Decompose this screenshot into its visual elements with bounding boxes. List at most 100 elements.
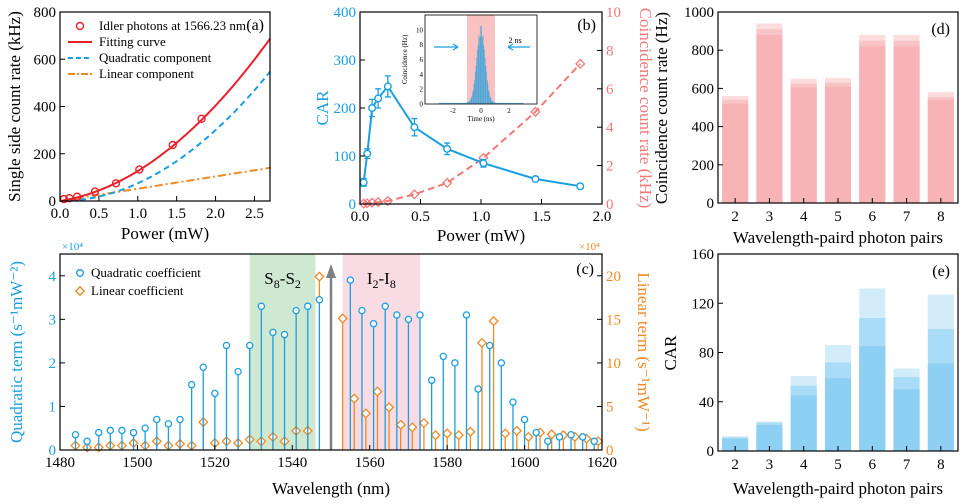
histogram-bin	[449, 102, 450, 104]
histogram-bin	[490, 97, 492, 104]
histogram-bin	[481, 26, 482, 104]
legend-marker	[75, 269, 84, 278]
histogram-bin	[469, 100, 471, 104]
x-tick-label: 6	[869, 209, 877, 225]
histogram-bin	[522, 102, 524, 104]
x-tick-label: 0.5	[90, 206, 109, 222]
histogram-bin	[460, 102, 461, 104]
car-data-point	[479, 159, 488, 168]
quadratic-marker	[245, 341, 254, 350]
quadratic-marker	[485, 341, 494, 350]
quadratic-marker	[393, 311, 401, 319]
y-tick-label: 0	[49, 443, 57, 459]
histogram-bin	[461, 102, 463, 104]
y2-tick-label: 0	[606, 197, 614, 213]
x-tick-label: 7	[903, 457, 911, 473]
histogram-bin	[474, 79, 475, 104]
histogram-bin	[470, 97, 472, 104]
histogram-bin	[447, 102, 448, 104]
x-tick-label: 2.0	[206, 206, 225, 222]
quadratic-marker	[427, 376, 436, 385]
histogram-bin	[451, 102, 453, 104]
idler-data-point	[197, 114, 206, 123]
quadratic-marker	[199, 363, 207, 371]
quadratic-marker	[520, 415, 529, 424]
y-tick-label: 40	[699, 395, 714, 411]
x-tick-label: 2.5	[245, 206, 264, 222]
histogram-bin	[512, 102, 514, 104]
x-tick-label: 1620	[587, 455, 617, 471]
x-tick-label: 5	[834, 457, 842, 473]
quadratic-marker	[234, 367, 242, 376]
band-label-dash: -	[280, 269, 286, 288]
y-tick-label: 0	[707, 444, 715, 460]
histogram-bin	[448, 102, 450, 104]
bar	[859, 46, 886, 203]
quadratic-marker	[416, 311, 424, 319]
histogram-bin	[511, 102, 513, 104]
histogram-bin	[496, 102, 498, 104]
legend-entry: Linear component	[99, 66, 194, 81]
bar	[893, 46, 920, 203]
histogram-bin	[450, 102, 452, 104]
car-data-point	[410, 123, 419, 132]
fitting-curve-line	[59, 38, 271, 202]
histogram-bin	[491, 99, 492, 104]
histogram-bin	[454, 102, 456, 104]
x-tick-label: 2	[731, 209, 739, 225]
histogram-bin	[477, 49, 478, 104]
histogram-bin	[502, 102, 503, 104]
bar	[790, 395, 817, 451]
histogram-bin	[494, 102, 496, 104]
histogram-bin	[477, 45, 479, 104]
quadratic-marker	[222, 341, 231, 350]
histogram-bin	[480, 36, 482, 104]
inset-x-tick-label: 2	[507, 107, 511, 115]
histogram-bin	[521, 102, 523, 104]
y-tick-label: 1	[49, 399, 57, 415]
x-tick-label: 8	[937, 209, 945, 225]
panel-a: 0.0 0.5 1.0 1.5 2.0 2.5 0 200 400 600 800 Power (mW…	[5, 5, 271, 243]
bar	[722, 103, 749, 203]
inset-y-tick-label: 4	[420, 71, 424, 79]
quadratic-marker	[176, 415, 184, 424]
quadratic-marker	[141, 424, 149, 432]
x-tick-label: 1.0	[472, 209, 491, 225]
x-tick-label: 1520	[200, 455, 230, 471]
quadratic-marker	[280, 330, 289, 339]
x-tick-label: 3	[766, 457, 774, 473]
bar	[859, 346, 886, 451]
bar	[824, 86, 852, 203]
histogram-bin	[438, 102, 440, 104]
linear-marker	[395, 419, 406, 430]
bar	[790, 87, 817, 203]
histogram-bin	[521, 102, 522, 104]
histogram-bin	[479, 37, 480, 104]
histogram-bin	[449, 102, 451, 104]
x-tick-label: 2.0	[593, 209, 612, 225]
legend-entry: Linear coefficient	[91, 283, 184, 298]
quadratic-marker	[315, 295, 324, 304]
x-tick-label: 1.5	[167, 206, 186, 222]
legend-marker	[75, 21, 85, 31]
histogram-bin	[503, 102, 505, 104]
histogram-bin	[498, 102, 500, 104]
histogram-bin	[453, 102, 454, 104]
y-tick-label: 4	[49, 269, 57, 285]
y-axis-label: Coincidence count rate (Hz)	[652, 12, 671, 204]
y2-tick-label: 4	[606, 120, 614, 136]
y-axis-label: Single side count rate (kHz)	[5, 11, 24, 202]
quadratic-marker	[462, 311, 471, 319]
histogram-bin	[447, 102, 449, 104]
histogram-bin	[503, 102, 504, 104]
histogram-bin	[498, 102, 499, 104]
y2-tick-label: 6	[606, 82, 614, 98]
histogram-bin	[514, 102, 516, 104]
histogram-bin	[508, 102, 510, 104]
quadratic-marker	[164, 420, 173, 428]
histogram-bin	[487, 83, 489, 104]
histogram-bin	[471, 96, 473, 104]
histogram-bin	[446, 102, 447, 104]
histogram-bin	[468, 101, 470, 104]
